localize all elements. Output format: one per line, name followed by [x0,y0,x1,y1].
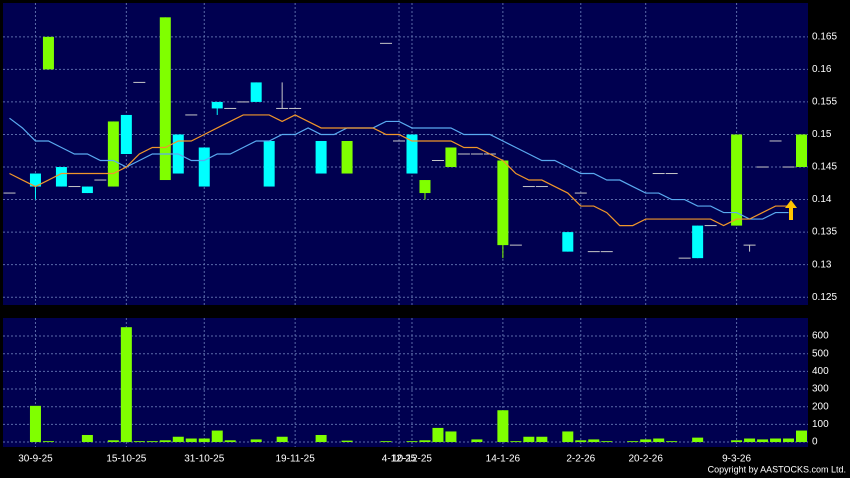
volume-bar [731,440,743,443]
volume-bar [770,438,782,443]
x-tick-label: 14-1-26 [486,454,521,465]
moving-average-line [9,114,789,227]
x-tick-label: 9-3-26 [722,454,751,465]
volume-bar [198,438,210,443]
y-tick-label: 600 [812,331,829,342]
candle-body [406,134,418,174]
volume-panel [3,318,808,447]
candle-body [55,167,67,187]
volume-bar [81,434,93,443]
volume-bar [341,440,353,443]
candle-body [562,232,574,252]
volume-bar [575,440,587,443]
y-tick-label: 100 [812,419,829,430]
candle-body [198,147,210,187]
grid: 0.125 0.13 0.135 0.14 0.145 0.15 0.155 0.16 0.16… [3,3,837,465]
volume-bar [276,436,288,443]
x-tick-label: 19-11-25 [275,454,315,465]
candle-body [341,140,353,174]
volume-bar [29,405,41,443]
volume-bar [783,438,795,443]
candle-body [29,173,41,187]
candle-body [419,180,431,194]
candle-body [731,134,743,226]
candle-body [692,225,704,259]
candle-body [263,140,275,187]
volume-bar [432,427,444,443]
arrow-icon [785,200,797,220]
y-tick-label: 0.14 [812,194,832,205]
candle-body [315,140,327,174]
volume-bar [419,440,431,443]
x-tick-label: 20-2-26 [628,454,663,465]
y-tick-label: 0.155 [812,97,837,108]
volume-bar [536,436,548,443]
y-tick-label: 400 [812,366,829,377]
volume-bar [627,441,639,443]
candle-body [159,17,171,181]
candle-body [211,101,223,109]
x-tick-label: 31-10-25 [184,454,224,465]
volume-bar [692,437,704,443]
volume-bar [172,436,184,443]
x-tick-label: 30-9-25 [18,454,53,465]
volume-bar [588,439,600,443]
x-tick-label: 10-12-25 [392,454,432,465]
y-tick-label: 200 [812,401,829,412]
candle-body [796,134,808,168]
y-tick-label: 0 [812,437,818,448]
y-tick-label: 0.16 [812,64,832,75]
volume-bar [471,439,483,443]
y-tick-label: 0.13 [812,259,832,270]
volume-bar [380,441,392,443]
y-tick-label: 300 [812,384,829,395]
candle-body [42,36,54,70]
volume-bar [224,440,236,443]
volume-bar [497,410,509,443]
candle-body [120,114,132,154]
volume-bar [562,431,574,443]
candle-body [497,160,509,246]
y-tick-label: 0.125 [812,292,837,303]
volume-bar [185,438,197,443]
volume-bar [640,439,652,443]
copyright: Copyright by AASTOCKS.com Ltd. [708,464,846,474]
volume-bar [510,441,522,443]
volume-bar [666,441,678,443]
volume-bar [653,438,665,443]
volume-bar [523,436,535,443]
y-tick-label: 0.135 [812,227,837,238]
volume-bar [211,430,223,443]
volume-bar [146,441,158,443]
marks [3,17,808,443]
volume-bar [107,440,119,443]
price-panel [3,3,808,305]
candle-body [81,186,93,194]
candle-body [107,121,119,187]
volume-bar [42,441,54,443]
candle-body [250,82,262,102]
x-tick-label: 2-2-26 [566,454,595,465]
volume-bar [744,438,756,443]
volume-bar [406,441,418,443]
y-tick-label: 0.15 [812,129,832,140]
moving-average-line [9,117,789,220]
volume-bar [757,439,769,443]
y-tick-label: 0.165 [812,31,837,42]
volume-bar [159,440,171,443]
x-tick-label: 4-12-25 [382,454,417,465]
volume-bar [601,441,613,443]
candle-body [445,147,457,168]
volume-bar [796,430,808,443]
volume-bar [445,431,457,443]
y-tick-label: 500 [812,348,829,359]
volume-bar [250,439,262,443]
x-tick-label: 15-10-25 [106,454,146,465]
volume-bar [120,327,132,443]
y-tick-label: 0.145 [812,162,837,173]
volume-bar [315,434,327,443]
volume-bar [133,441,145,443]
